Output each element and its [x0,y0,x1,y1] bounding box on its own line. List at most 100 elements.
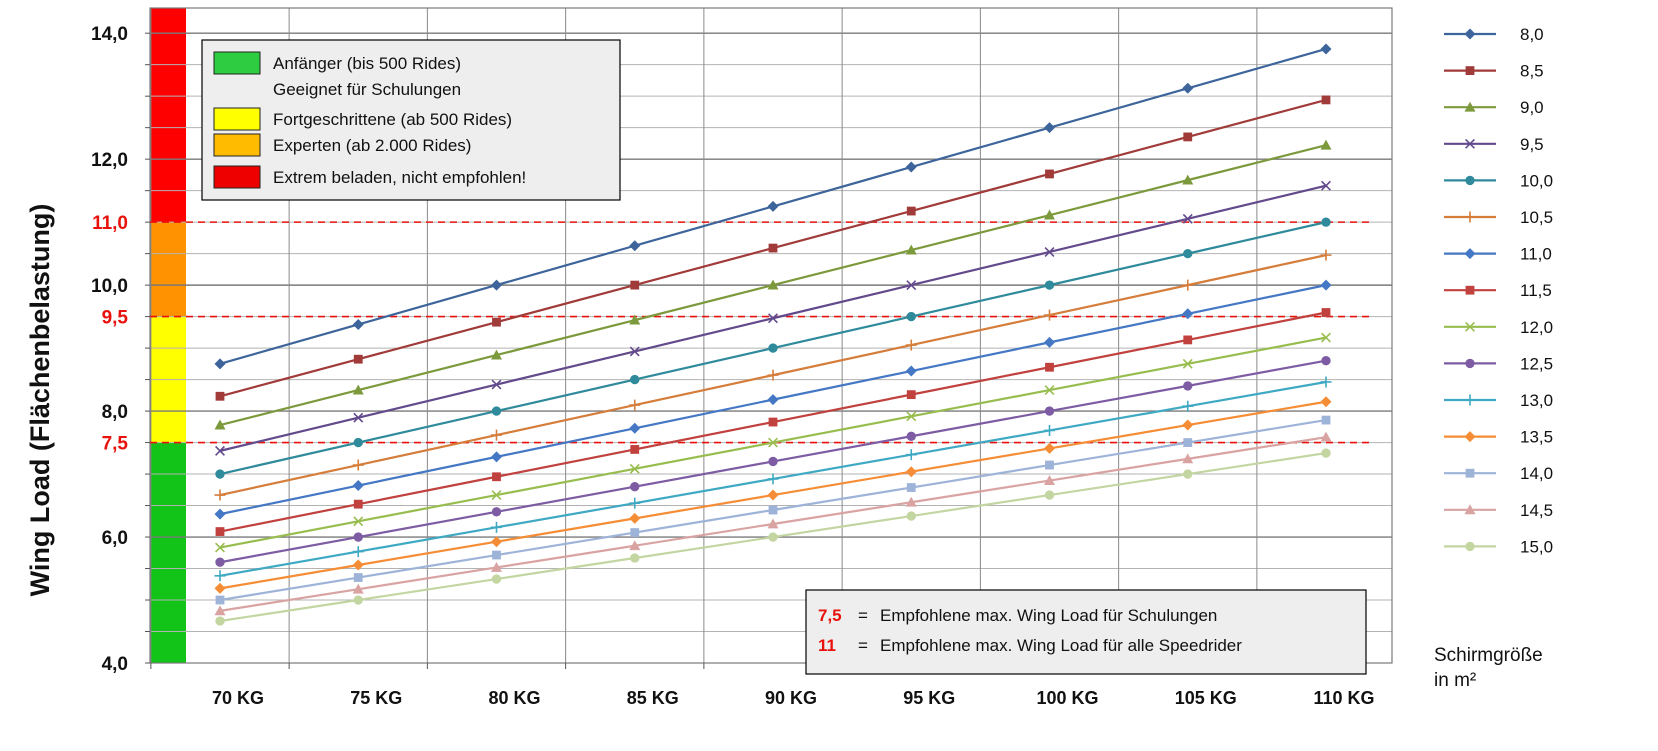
data-point [1321,356,1330,365]
zone-swatch [214,134,260,156]
note-value: 7,5 [818,606,842,625]
y-tick-label: 12,0 [91,150,128,171]
data-point [1321,217,1330,226]
legend-item: 13,5 [1444,428,1553,447]
data-point [1044,310,1055,321]
data-point [1321,43,1332,54]
y-tick-label: 7,5 [102,434,129,455]
data-point [1182,308,1193,319]
series-14-0 [216,416,1331,605]
zone-bar [150,8,186,663]
legend-item: 11,0 [1444,245,1552,264]
data-point [492,472,501,481]
data-point [215,583,226,594]
legend-label: 13,5 [1520,428,1553,447]
note-text: Empfohlene max. Wing Load für alle Speed… [880,636,1242,655]
data-point [1183,336,1192,345]
data-point [1182,420,1193,431]
data-point [1321,250,1332,261]
data-point [1045,406,1054,415]
x-tick-label: 75 KG [350,688,402,708]
legend-marker [1465,29,1476,40]
data-point [768,201,779,212]
data-point [629,240,640,251]
data-point [353,546,364,557]
y-tick-label: 11,0 [92,213,128,234]
legend-item: 15,0 [1444,537,1553,556]
data-point [630,375,639,384]
x-tick-label: 95 KG [903,688,955,708]
data-point [354,532,363,541]
data-point [353,480,364,491]
legend-item: 12,5 [1444,354,1553,373]
data-point [906,340,917,351]
data-point [629,423,640,434]
data-point [354,438,363,447]
data-point [353,319,364,330]
legend-marker [1465,542,1474,551]
legend-item: 12,0 [1444,318,1553,337]
legend-label: 15,0 [1520,537,1553,556]
legend-item: 9,0 [1444,98,1544,117]
zone-label: Experten (ab 2.000 Rides) [273,136,471,155]
data-point [492,507,501,516]
data-point [1321,376,1332,387]
data-point [1322,308,1331,317]
legend-item: 14,5 [1444,501,1553,520]
size-caption-line1: Schirmgröße [1434,645,1543,666]
data-point [906,449,917,460]
y-tick-labels: 4,06,07,58,09,510,011,012,014,0 [91,24,128,675]
y-tick-label: 6,0 [102,528,128,549]
data-point [215,509,226,520]
data-point [353,460,364,471]
data-point [768,457,777,466]
legend-label: 12,5 [1520,354,1553,373]
data-point [492,574,501,583]
data-point [907,483,916,492]
legend-item: 14,0 [1444,464,1553,483]
data-point [1183,133,1192,142]
data-point [1045,280,1054,289]
data-point [769,506,778,515]
data-point [629,513,640,524]
legend-marker [1466,469,1475,478]
data-point [1044,122,1055,133]
y-tick-label: 8,0 [102,402,128,423]
note-eq: = [858,636,868,655]
data-point [1321,280,1332,291]
data-point [216,392,225,401]
data-point [491,536,502,547]
y-tick-label: 10,0 [91,276,128,297]
x-tick-label: 85 KG [627,688,679,708]
data-point [1321,432,1332,442]
legend-label: 8,5 [1520,62,1544,81]
notes-box-frame [806,590,1366,674]
data-point [215,558,224,567]
note-text: Empfohlene max. Wing Load für Schulungen [880,606,1217,625]
data-point [1183,381,1192,390]
data-point [630,445,639,454]
data-point [354,355,363,364]
data-point [215,616,224,625]
data-point [630,553,639,562]
data-point [491,430,502,441]
zone-swatch [214,166,260,188]
legend-label: 10,0 [1520,171,1553,190]
y-tick-label: 14,0 [91,24,128,45]
data-point [907,432,916,441]
data-point [769,418,778,427]
zone-sublabel: Geeignet für Schulungen [273,80,461,99]
data-point [354,573,363,582]
data-point [492,406,501,415]
legend-label: 11,5 [1520,281,1552,300]
data-point [1182,280,1193,291]
data-point [1044,425,1055,436]
zone-segment-3 [150,8,186,222]
legend-item: 10,0 [1444,171,1553,190]
legend-label: 12,0 [1520,318,1553,337]
data-point [1321,396,1332,407]
legend-label: 14,0 [1520,464,1553,483]
data-point [1045,490,1054,499]
x-tick-label: 105 KG [1175,688,1237,708]
legend-item: 10,5 [1444,208,1553,227]
